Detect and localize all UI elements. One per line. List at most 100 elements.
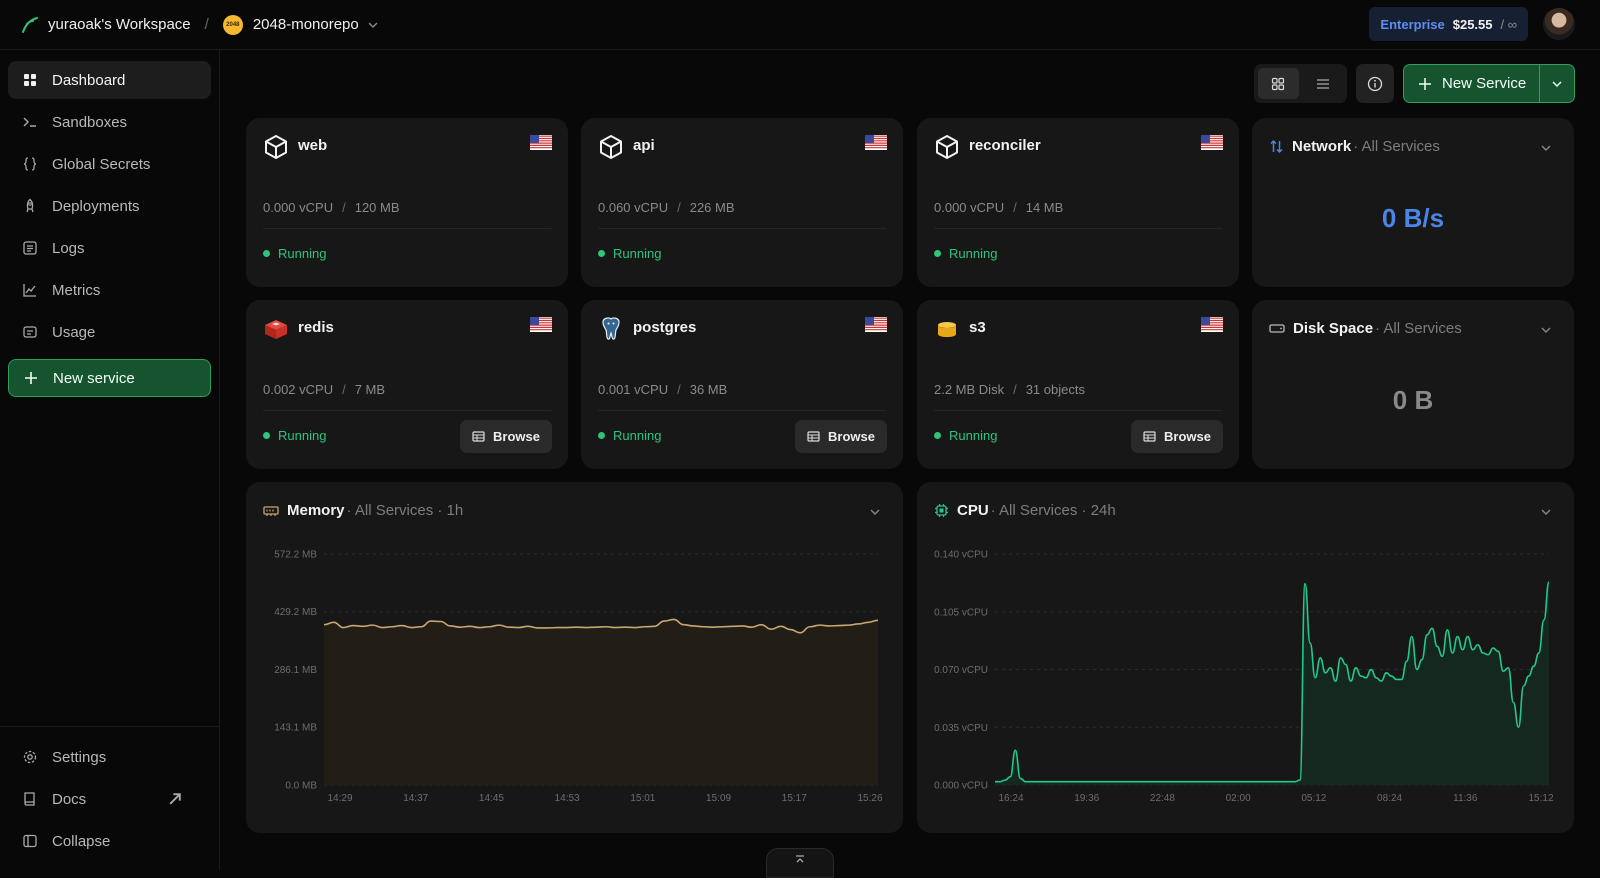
network-panel-header: Network · All Services	[1269, 138, 1440, 155]
new-service-label: New service	[53, 369, 135, 387]
sidebar-item-docs[interactable]: Docs	[8, 780, 211, 818]
terminal-icon	[23, 117, 36, 127]
chevron-down-icon[interactable]	[367, 19, 379, 31]
sidebar-item-deployments[interactable]: Deployments	[8, 187, 211, 225]
redis-icon	[265, 320, 287, 339]
sidebar-item-usage[interactable]: Usage	[8, 313, 211, 351]
avatar[interactable]	[1543, 8, 1575, 40]
browse-label: Browse	[493, 429, 540, 444]
panel-subtitle: · All Services · 1h	[346, 502, 464, 519]
sidebar-item-global-secrets[interactable]: Global Secrets	[8, 145, 211, 183]
cpu-usage: 0.000 vCPU	[934, 200, 1005, 215]
service-card-reconciler[interactable]: reconciler 0.000 vCPU/14 MB Running	[917, 118, 1239, 287]
new-service-split-button: New Service	[1403, 64, 1575, 103]
series-line	[323, 618, 879, 634]
plan-badge[interactable]: Enterprise $25.55 / ∞	[1369, 7, 1528, 41]
rocket-icon	[26, 198, 34, 213]
external-link-icon	[169, 793, 181, 805]
browse-button[interactable]: Browse	[1131, 420, 1223, 453]
x-tick-label: 15:01	[630, 793, 655, 804]
cube-icon	[600, 135, 622, 159]
sidebar-item-dashboard[interactable]: Dashboard	[8, 61, 211, 99]
x-tick-label: 11:36	[1453, 793, 1478, 804]
x-tick-label: 14:37	[403, 793, 428, 804]
table-icon	[472, 431, 485, 442]
x-tick-label: 22:48	[1150, 793, 1175, 804]
memory-chart-panel: Memory · All Services · 1h 572.2 MB 429.2…	[246, 482, 903, 833]
x-tick-label: 14:45	[479, 793, 504, 804]
sidebar-item-collapse[interactable]: Collapse	[8, 822, 211, 860]
memory-chart: 572.2 MB 429.2 MB 286.1 MB 143.1 MB 0.0 MB 14…	[274, 550, 883, 805]
resource-usage: 0.001 vCPU/36 MB	[598, 382, 728, 397]
status-dot	[934, 250, 941, 257]
chevrons-up-icon	[796, 855, 804, 863]
service-name: postgres	[633, 319, 697, 336]
new-service-top-button[interactable]: New Service	[1404, 65, 1540, 102]
status-dot	[598, 250, 605, 257]
chevron-down-icon[interactable]	[1540, 324, 1552, 336]
sidebar-collapse-icon	[23, 834, 37, 848]
service-card-redis[interactable]: redis 0.002 vCPU/7 MB Running Browse	[246, 300, 568, 469]
series-area	[995, 582, 1549, 785]
browse-label: Browse	[828, 429, 875, 444]
project-name[interactable]: 2048-monorepo	[252, 16, 359, 33]
plus-icon	[25, 372, 37, 384]
sidebar-item-label: Logs	[52, 239, 85, 257]
y-tick-label: 286.1 MB	[274, 665, 317, 676]
workspace-name[interactable]: yuraoak's Workspace	[48, 16, 191, 33]
x-tick-label: 16:24	[998, 793, 1023, 804]
service-card-web[interactable]: web 0.000 vCPU/120 MB Running	[246, 118, 568, 287]
x-tick-label: 02:00	[1226, 793, 1251, 804]
cpu-usage: 0.001 vCPU	[598, 382, 669, 397]
sidebar-item-sandboxes[interactable]: Sandboxes	[8, 103, 211, 141]
y-tick-label: 0.140 vCPU	[934, 550, 988, 561]
cpu-usage: 0.060 vCPU	[598, 200, 669, 215]
y-tick-label: 143.1 MB	[274, 723, 317, 734]
sidebar-item-label: Deployments	[52, 197, 140, 215]
collapse-panel-tab[interactable]	[766, 848, 834, 878]
status-dot	[598, 432, 605, 439]
browse-button[interactable]: Browse	[460, 420, 552, 453]
info-icon	[1367, 76, 1383, 91]
x-tick-label: 08:24	[1377, 793, 1402, 804]
chevron-down-icon[interactable]	[1540, 142, 1552, 154]
sidebar-item-label: Sandboxes	[52, 113, 128, 131]
service-card-api[interactable]: api 0.060 vCPU/226 MB Running	[581, 118, 903, 287]
x-tick-label: 14:53	[555, 793, 580, 804]
sidebar-item-metrics[interactable]: Metrics	[8, 271, 211, 309]
status-text: Running	[278, 428, 327, 443]
breadcrumb-separator: /	[204, 16, 209, 33]
info-button[interactable]	[1356, 64, 1394, 103]
chevron-down-icon[interactable]	[1540, 506, 1552, 518]
sidebar-item-logs[interactable]: Logs	[8, 229, 211, 267]
browse-button[interactable]: Browse	[795, 420, 887, 453]
status-dot	[934, 432, 941, 439]
arrows-up-down-icon	[1270, 139, 1283, 154]
sidebar-item-settings[interactable]: Settings	[8, 738, 211, 776]
x-tick-label: 15:09	[706, 793, 731, 804]
grid-view-button[interactable]	[1258, 68, 1299, 99]
memory-usage: 14 MB	[1025, 200, 1064, 215]
grid-view-icon	[1272, 77, 1285, 90]
divider	[598, 410, 886, 411]
status-badge: Running	[934, 246, 997, 261]
service-card-postgres[interactable]: postgres 0.001 vCPU/36 MB Running Browse	[581, 300, 903, 469]
postgres-elephant-icon	[602, 317, 620, 340]
us-flag-icon	[530, 135, 552, 150]
service-card-s3[interactable]: s3 2.2 MB Disk/31 objects Running Browse	[917, 300, 1239, 469]
new-service-dropdown-button[interactable]	[1540, 78, 1574, 90]
memory-usage: 36 MB	[689, 382, 728, 397]
resource-usage: 0.060 vCPU/226 MB	[598, 200, 735, 215]
workspace-switcher[interactable]: yuraoak's Workspace / 2048 2048-monorepo	[20, 14, 379, 35]
sidebar-item-label: Settings	[52, 748, 107, 766]
panel-subtitle: · All Services · 24h	[990, 502, 1116, 519]
x-tick-label: 05:12	[1301, 793, 1326, 804]
disk-usage: 2.2 MB Disk	[934, 382, 1005, 397]
list-view-button[interactable]	[1303, 68, 1344, 99]
status-text: Running	[613, 246, 662, 261]
new-service-button[interactable]: New service	[8, 359, 211, 397]
cube-icon	[936, 135, 958, 159]
table-icon	[1143, 431, 1156, 442]
chevron-down-icon[interactable]	[869, 506, 881, 518]
disk-value: 0 B	[1392, 385, 1434, 415]
